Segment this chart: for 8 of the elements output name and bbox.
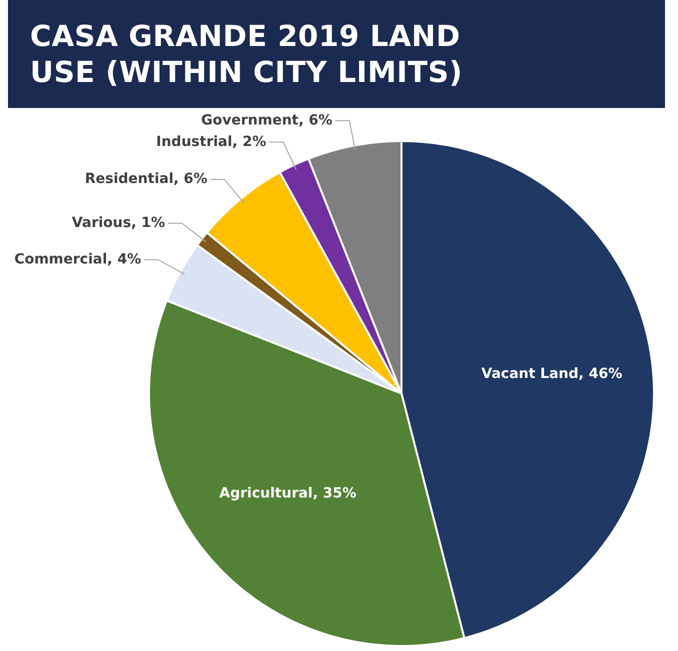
- slice-label: Vacant Land, 46%: [481, 366, 622, 382]
- slice-label: Agricultural, 35%: [219, 485, 356, 502]
- slice-label: Various, 1%: [72, 214, 166, 231]
- slice-label: Commercial, 4%: [14, 251, 142, 268]
- slice-label: Residential, 6%: [84, 171, 208, 188]
- chart-title: CASA GRANDE 2019 LAND USE (WITHIN CITY LIMITS): [30, 18, 464, 90]
- slice-label: Industrial, 2%: [156, 134, 266, 150]
- slice-label: Government, 6%: [201, 112, 332, 128]
